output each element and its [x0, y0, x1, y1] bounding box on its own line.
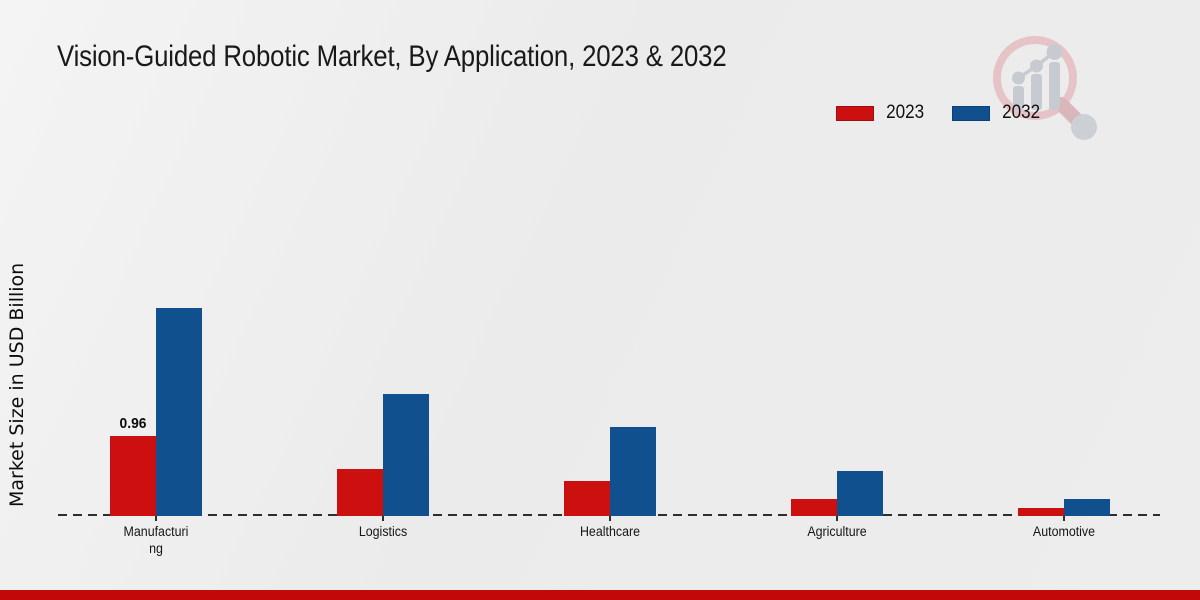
legend-item-2023: 2023: [836, 102, 926, 124]
bar-2023-manufacturing: [110, 436, 156, 516]
x-tick-automotive: [1063, 516, 1065, 521]
y-axis-label: Market Size in USD Billion: [6, 262, 28, 508]
x-tick-healthcare: [609, 516, 611, 521]
legend-swatch-2032: [952, 105, 991, 121]
footer-accent-strip: [0, 590, 1200, 600]
market-research-logo-icon: [993, 36, 1097, 140]
category-label-manufacturing: Manufacturi ng: [123, 524, 189, 556]
category-label-automotive: Automotive: [1032, 524, 1096, 539]
bar-2032-automotive: [1064, 499, 1110, 516]
x-tick-logistics: [382, 516, 384, 521]
bar-2023-agriculture: [791, 499, 837, 516]
bar-2023-logistics: [337, 469, 383, 516]
legend: 2023 2032: [836, 102, 1043, 124]
category-label-logistics: Logistics: [358, 524, 408, 539]
data-label-2023-manufacturing: 0.96: [119, 415, 147, 432]
bar-2032-healthcare: [610, 427, 656, 516]
bar-2032-agriculture: [837, 471, 883, 516]
bar-2023-healthcare: [564, 481, 610, 516]
legend-swatch-2023: [836, 105, 874, 121]
legend-label-2032: 2032: [1002, 102, 1041, 123]
bar-2032-logistics: [383, 394, 429, 516]
bar-2023-automotive: [1018, 508, 1064, 516]
chart-title: Vision-Guided Robotic Market, By Applica…: [57, 40, 727, 73]
x-tick-agriculture: [836, 516, 838, 521]
x-tick-manufacturing: [155, 516, 157, 521]
legend-label-2023: 2023: [886, 102, 925, 123]
legend-item-2032: 2032: [952, 102, 1042, 124]
category-label-healthcare: Healthcare: [579, 524, 641, 539]
bar-2032-manufacturing: [156, 308, 202, 516]
category-label-agriculture: Agriculture: [807, 524, 867, 539]
